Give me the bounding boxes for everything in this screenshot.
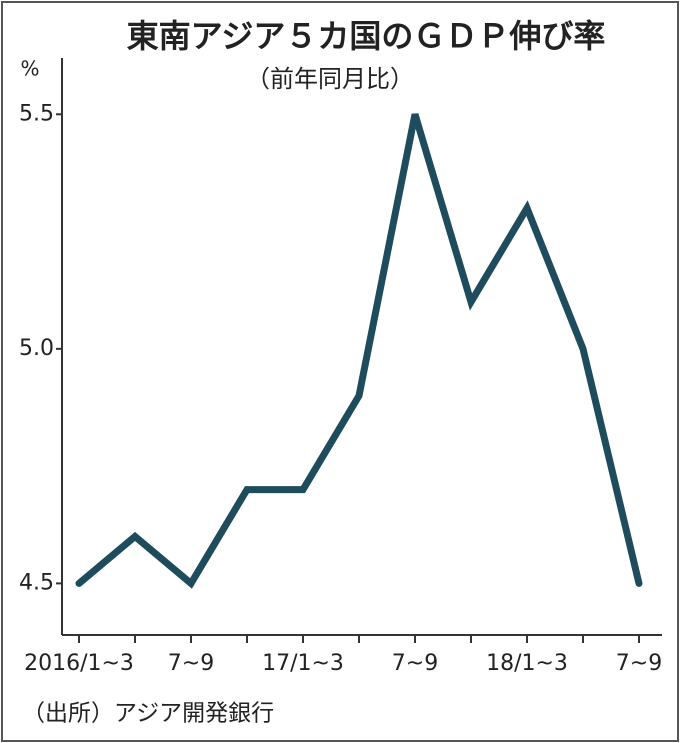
x-tick-label: 17/1~3: [262, 651, 344, 676]
x-tick-label: 7~9: [616, 651, 662, 676]
y-axis-label: %: [20, 57, 39, 81]
x-tick-label: 7~9: [168, 651, 214, 676]
source: （出所）アジア開発銀行: [22, 701, 274, 727]
y-tick-label: 5.5: [19, 101, 54, 126]
x-tick-label: 7~9: [392, 651, 438, 676]
y-tick-label: 5.0: [19, 336, 54, 361]
chart-subtitle: （前年同月比）: [246, 65, 414, 93]
x-tick-label: 18/1~3: [486, 651, 568, 676]
x-tick-label: 2016/1~3: [24, 651, 134, 676]
chart-title: 東南アジア５カ国のＧＤＰ伸び率: [127, 17, 606, 55]
line: [75, 113, 643, 589]
y-tick-label: 4.5: [19, 570, 54, 595]
